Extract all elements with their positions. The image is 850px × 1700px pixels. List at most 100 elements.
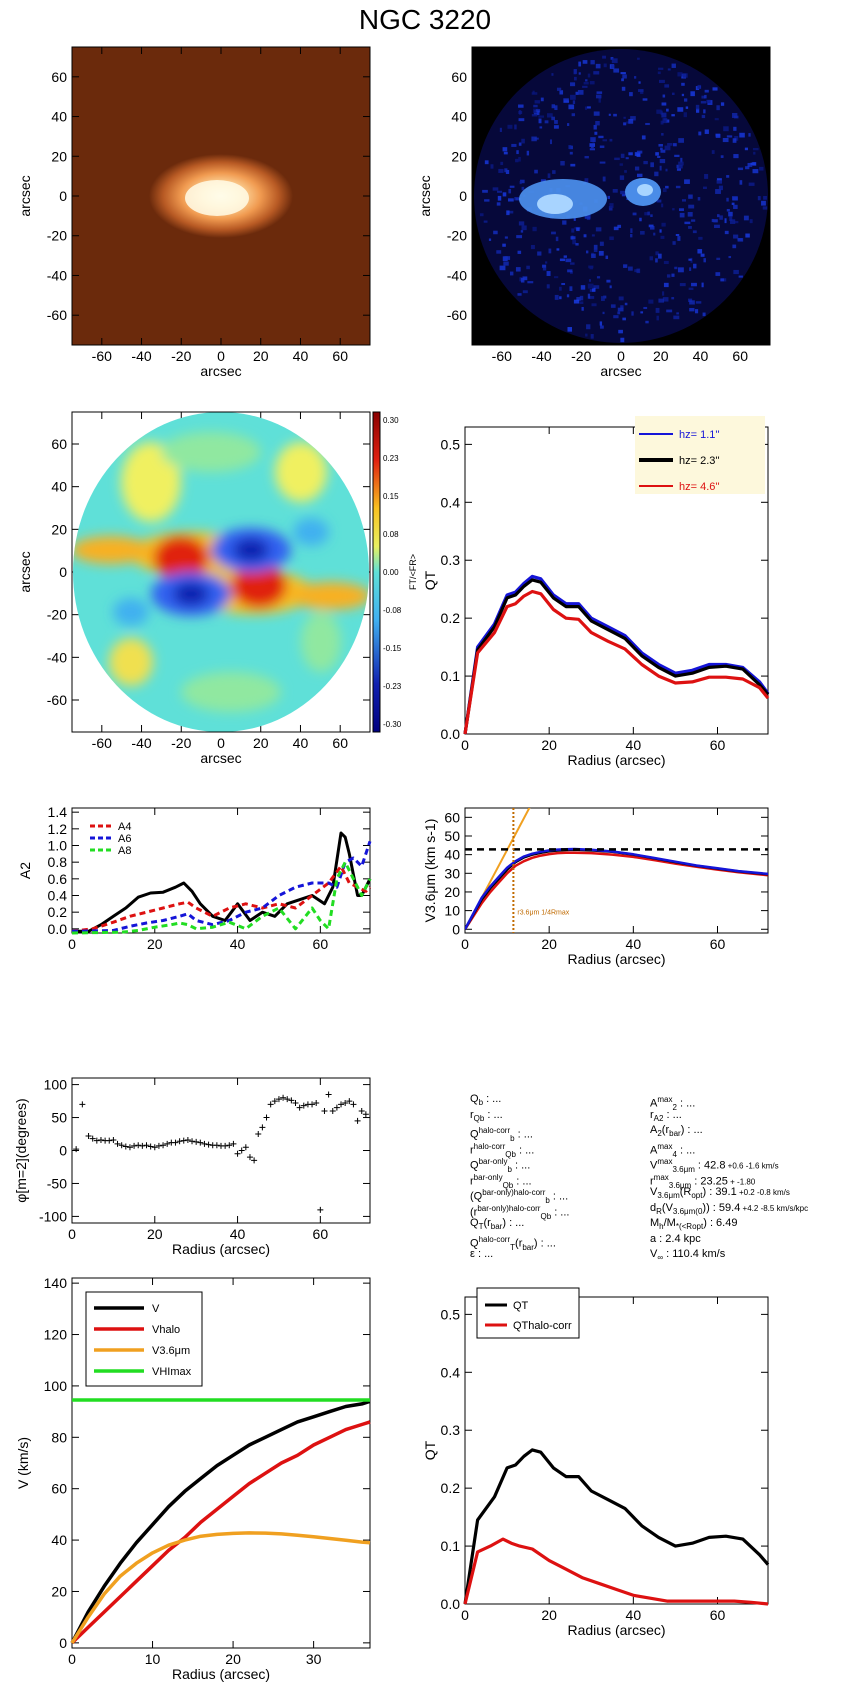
noise-speck xyxy=(561,282,566,286)
noise-speck xyxy=(599,241,604,246)
noise-speck xyxy=(493,230,498,235)
noise-speck xyxy=(726,197,729,202)
noise-speck xyxy=(762,206,768,210)
x-tick-label: 60 xyxy=(313,1226,329,1242)
noise-speck xyxy=(628,152,633,156)
noise-speck xyxy=(496,250,502,254)
colorbar-tick-label: 0.30 xyxy=(383,416,399,425)
phase-point xyxy=(97,1136,104,1143)
noise-speck xyxy=(659,229,662,233)
x-tick-label: 0 xyxy=(217,348,225,364)
phase-point xyxy=(139,1142,146,1149)
noise-speck xyxy=(532,226,537,232)
noise-speck xyxy=(677,267,684,273)
legend-label: QThalo-corr xyxy=(513,1320,572,1332)
noise-speck xyxy=(661,102,667,106)
y-tick-label: 40 xyxy=(444,847,460,863)
noise-speck xyxy=(518,156,521,162)
parameter-line: rhalo-corrQb : ... xyxy=(470,1141,535,1159)
noise-speck xyxy=(593,111,600,116)
noise-speck xyxy=(599,321,603,326)
noise-speck xyxy=(656,109,662,114)
noise-speck xyxy=(698,236,703,240)
noise-speck xyxy=(739,132,745,138)
noise-speck xyxy=(526,265,530,270)
y-tick-label: 0 xyxy=(59,1143,67,1159)
series-line-a6 xyxy=(71,840,372,933)
y-tick-label: 100 xyxy=(44,1378,68,1394)
noise-speck xyxy=(500,161,504,166)
y-tick-label: 100 xyxy=(44,1077,68,1093)
noise-speck xyxy=(719,215,723,220)
noise-speck xyxy=(677,236,681,241)
noise-speck xyxy=(530,244,535,250)
noise-speck xyxy=(737,238,744,242)
legend-label: VHImax xyxy=(152,1366,192,1378)
legend-box xyxy=(476,1287,580,1339)
noise-speck xyxy=(520,230,524,233)
noise-speck xyxy=(640,311,644,314)
noise-speck xyxy=(747,162,753,167)
noise-speck xyxy=(617,311,621,315)
noise-speck xyxy=(688,258,692,261)
y-tick-label: 140 xyxy=(44,1275,68,1291)
noise-speck xyxy=(593,124,597,130)
noise-speck xyxy=(689,300,695,305)
noise-speck xyxy=(665,185,669,189)
noise-speck xyxy=(698,131,702,136)
noise-speck xyxy=(681,93,685,97)
noise-speck xyxy=(684,221,691,225)
noise-speck xyxy=(640,230,645,235)
noise-speck xyxy=(713,219,718,223)
noise-speck xyxy=(625,157,629,160)
noise-speck xyxy=(591,234,595,237)
noise-speck xyxy=(757,196,761,201)
noise-speck xyxy=(579,301,584,305)
noise-speck xyxy=(693,263,697,269)
noise-speck xyxy=(497,195,502,201)
noise-speck xyxy=(642,98,648,101)
noise-speck xyxy=(752,147,759,151)
y-tick-label: -60 xyxy=(47,692,67,708)
noise-speck xyxy=(726,135,733,138)
noise-speck xyxy=(551,73,554,76)
parameter-line: Vmax3.6μm : 42.8 +0.6 -1.6 km/s xyxy=(650,1157,779,1174)
noise-speck xyxy=(621,78,624,82)
phase-point xyxy=(73,1146,80,1153)
phase-point xyxy=(164,1140,171,1147)
parameter-line: rQb : ... xyxy=(470,1108,503,1123)
noise-speck xyxy=(502,147,508,152)
series-line-red xyxy=(465,851,768,930)
noise-speck xyxy=(584,106,588,110)
noise-speck xyxy=(559,296,562,300)
noise-speck xyxy=(594,131,598,135)
y-tick-label: 0.0 xyxy=(441,1596,461,1612)
colorbar-tick-label: -0.23 xyxy=(383,682,402,691)
noise-speck xyxy=(659,165,662,171)
noise-speck xyxy=(575,91,579,95)
map-feature xyxy=(231,564,287,608)
noise-speck xyxy=(590,60,595,65)
noise-speck xyxy=(614,157,620,161)
noise-speck xyxy=(591,253,596,259)
velocity-components-panel: 0 10 20 30 0 20 40 60 80 100 120 140 Radius (arcsec)… xyxy=(15,1275,371,1682)
y-tick-label: 0.1 xyxy=(441,668,461,684)
series-line-a2 xyxy=(72,831,372,933)
phase-point xyxy=(151,1144,158,1151)
plot-frame xyxy=(71,1277,371,1649)
noise-speck xyxy=(717,214,720,218)
phase-point xyxy=(222,1142,229,1149)
parameter-line: rbar-onlyQb : ... xyxy=(470,1172,532,1190)
noise-speck xyxy=(551,231,556,235)
noise-speck xyxy=(761,200,766,206)
plot-frame xyxy=(471,46,771,346)
phase-point xyxy=(271,1098,278,1105)
noise-speck xyxy=(578,61,582,67)
noise-speck xyxy=(520,277,525,283)
noise-speck xyxy=(582,60,588,64)
y-axis-label: V3.6μm (km s-1) xyxy=(422,819,438,923)
noise-speck xyxy=(548,248,552,254)
noise-speck xyxy=(660,120,664,125)
noise-speck xyxy=(703,109,706,114)
noise-speck xyxy=(729,216,733,221)
